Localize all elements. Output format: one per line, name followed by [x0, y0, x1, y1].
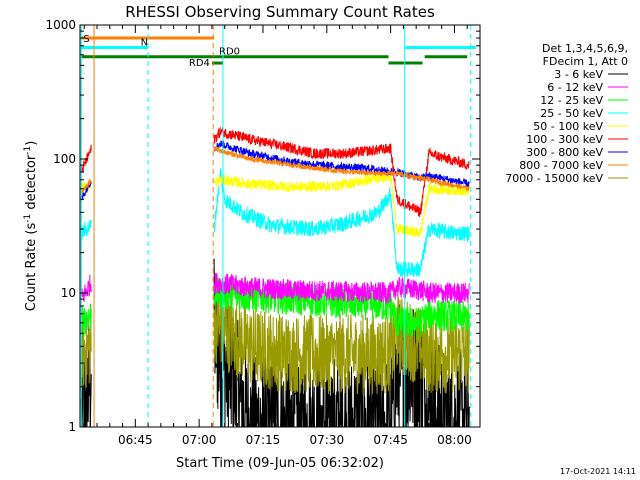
series-line-8	[80, 291, 470, 395]
series-line-1	[80, 272, 470, 304]
annotation-label-s: S	[83, 34, 89, 45]
legend-label-5: 100 - 300 keV	[526, 133, 603, 146]
x-tick-label-5: 08:00	[437, 433, 472, 447]
y-tick-label-0: 1	[68, 420, 76, 434]
legend-header-line-2: FDecim 1, Att 0	[543, 55, 628, 68]
legend-label-2: 12 - 25 keV	[540, 94, 603, 107]
y-tick-label-3: 1000	[45, 18, 76, 32]
legend-label-7: 800 - 7000 keV	[519, 159, 603, 172]
annotation-label-rd4: RD4	[189, 58, 210, 69]
x-tick-label-3: 07:30	[310, 433, 345, 447]
y-tick-label-1: 10	[61, 286, 76, 300]
series-line-6	[80, 140, 470, 201]
y-axis-label-sup2: -1	[23, 146, 33, 155]
x-tick-label-4: 07:45	[373, 433, 408, 447]
y-tick-label-2: 100	[53, 152, 76, 166]
legend-label-8: 7000 - 15000 keV	[505, 172, 603, 185]
annotation-label-rd0: RD0	[219, 47, 240, 58]
legend-label-6: 300 - 800 keV	[526, 146, 603, 159]
plot-content	[80, 25, 476, 427]
series-line-7	[80, 146, 470, 195]
legend-label-3: 25 - 50 keV	[540, 107, 603, 120]
legend-header-line-1: Det 1,3,4,5,6,9,	[542, 42, 628, 55]
y-axis-label-end: )	[24, 141, 39, 146]
x-tick-label-2: 07:15	[246, 433, 281, 447]
x-axis-label: Start Time (09-Jun-05 06:32:02)	[176, 456, 384, 471]
y-axis-label: Count Rate (s-1 detector-1)	[23, 141, 39, 312]
y-axis-label-sup1: -1	[23, 214, 33, 223]
axes: S N RD0 RD4 1 10 100 1000 06:45 07:00 07:15 07:30 07…	[45, 18, 480, 447]
y-axis-label-mid: detector	[24, 154, 39, 214]
legend-label-0: 3 - 6 keV	[554, 68, 603, 81]
chart-title: RHESSI Observing Summary Count Rates	[125, 3, 435, 21]
plot-frame	[79, 24, 481, 428]
legend: Det 1,3,4,5,6,9, FDecim 1, Att 0 3 - 6 k…	[505, 42, 628, 185]
legend-label-1: 6 - 12 keV	[547, 81, 603, 94]
annotation-label-n: N	[141, 37, 148, 48]
x-tick-label-0: 06:45	[118, 433, 153, 447]
y-axis-label-main: Count Rate (s	[24, 223, 39, 312]
footer-date: 17-Oct-2021 14:11	[560, 467, 636, 476]
series-line-3	[80, 168, 470, 278]
x-tick-label-1: 07:00	[182, 433, 217, 447]
legend-label-4: 50 - 100 keV	[533, 120, 603, 133]
